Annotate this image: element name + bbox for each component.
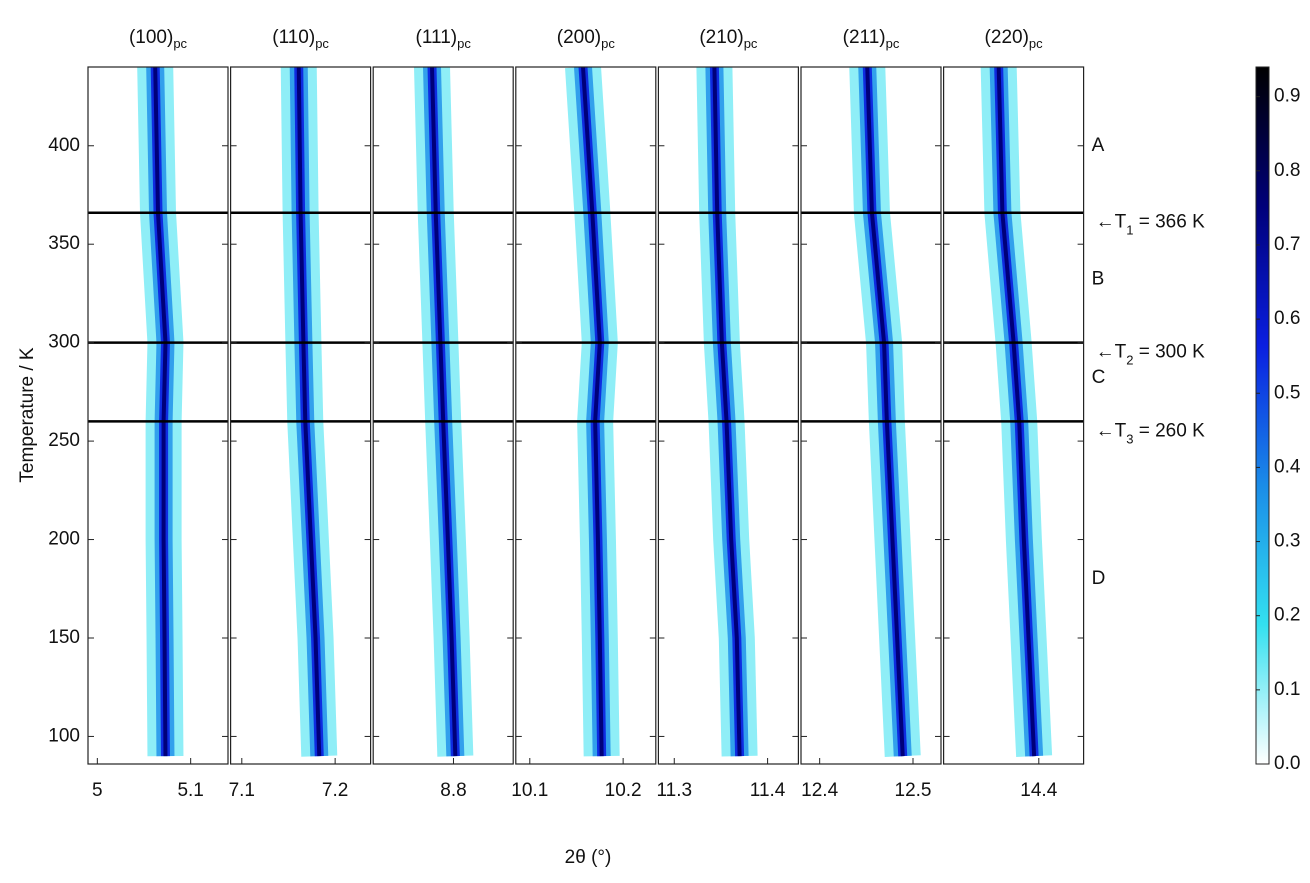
transition-sub: 2 bbox=[1126, 353, 1133, 368]
x-tick-label: 5.1 bbox=[177, 780, 203, 801]
transition-suffix: = 300 K bbox=[1133, 342, 1205, 363]
x-tick-label: 14.4 bbox=[1020, 780, 1057, 801]
panel-title-sub: pc bbox=[886, 36, 900, 51]
panel-title: (111)pc bbox=[416, 27, 472, 51]
panel-frame bbox=[800, 66, 942, 765]
panel-title: (110)pc bbox=[272, 27, 329, 51]
colorbar-tick-label: 0.5 bbox=[1274, 382, 1300, 403]
colorbar-tick-label: 0.1 bbox=[1274, 679, 1300, 700]
panel-title: (100)pc bbox=[129, 27, 188, 51]
colorbar-tick-label: 0.7 bbox=[1274, 234, 1300, 255]
panel-title-main: (100) bbox=[129, 27, 173, 48]
panel bbox=[849, 67, 921, 757]
transition-label: ←T2 = 300 K bbox=[1096, 342, 1205, 368]
y-tick-label: 150 bbox=[48, 627, 80, 648]
transition-suffix: = 366 K bbox=[1133, 212, 1205, 233]
panel-frame bbox=[87, 66, 229, 765]
panel bbox=[696, 67, 758, 757]
x-tick-label: 8.8 bbox=[440, 780, 466, 801]
panel-title-sub: pc bbox=[173, 36, 187, 51]
panel-title-sub: pc bbox=[315, 36, 329, 51]
panel-title-main: (111) bbox=[416, 27, 458, 48]
panel-frame bbox=[942, 66, 1085, 765]
colorbar-tick-label: 0.0 bbox=[1274, 753, 1300, 774]
transition-label: ←T3 = 260 K bbox=[1096, 420, 1205, 446]
transition-label: ←T1 = 366 K bbox=[1096, 212, 1205, 238]
x-tick-label: 10.2 bbox=[605, 780, 642, 801]
panel-title-sub: pc bbox=[601, 36, 615, 51]
panel-title-main: (220) bbox=[985, 27, 1029, 48]
y-tick-label: 300 bbox=[48, 332, 80, 353]
panel-title-main: (200) bbox=[557, 27, 601, 48]
panel-frame bbox=[372, 66, 514, 765]
x-tick-label: 5 bbox=[92, 780, 103, 801]
panel-title-main: (210) bbox=[699, 27, 743, 48]
x-axis-label: 2θ (°) bbox=[565, 847, 612, 868]
region-label: B bbox=[1092, 269, 1105, 290]
panel-frame bbox=[230, 66, 372, 765]
y-tick-label: 350 bbox=[48, 233, 80, 254]
colorbar-tick-label: 0.8 bbox=[1274, 160, 1300, 181]
region-label: D bbox=[1092, 568, 1106, 589]
panel-frame bbox=[657, 66, 800, 765]
colorbar-tick-label: 0.3 bbox=[1274, 531, 1300, 552]
panel-title: (200)pc bbox=[557, 27, 616, 51]
transition-sub: 1 bbox=[1126, 223, 1133, 238]
transition-prefix: ←T bbox=[1096, 342, 1127, 363]
x-tick-label: 11.4 bbox=[750, 780, 786, 801]
x-tick-label: 12.4 bbox=[801, 780, 838, 801]
transition-sub: 3 bbox=[1126, 432, 1133, 447]
y-axis-label: Temperature / K bbox=[17, 347, 38, 482]
x-tick-label: 11.3 bbox=[656, 780, 692, 801]
panel-title-sub: pc bbox=[744, 36, 758, 51]
colorbar-tick-label: 0.9 bbox=[1274, 86, 1300, 107]
x-tick-label: 10.1 bbox=[511, 780, 548, 801]
panel-title-main: (211) bbox=[843, 27, 886, 48]
colorbar-tick-label: 0.4 bbox=[1274, 456, 1301, 477]
panel-frame bbox=[515, 66, 657, 765]
colorbar bbox=[1255, 66, 1270, 765]
panel bbox=[414, 67, 474, 757]
transition-prefix: ←T bbox=[1096, 420, 1127, 441]
x-tick-label: 7.1 bbox=[229, 780, 255, 801]
x-tick-label: 7.2 bbox=[322, 780, 348, 801]
panel-title: (210)pc bbox=[699, 27, 758, 51]
panel bbox=[280, 67, 338, 757]
panel-title-main: (110) bbox=[272, 27, 315, 48]
y-tick-label: 250 bbox=[48, 430, 80, 451]
y-tick-label: 200 bbox=[48, 529, 80, 550]
panel-title-sub: pc bbox=[457, 36, 471, 51]
panel bbox=[137, 67, 184, 757]
region-label: C bbox=[1092, 367, 1106, 388]
panel-title: (211)pc bbox=[843, 27, 900, 51]
transition-prefix: ←T bbox=[1096, 212, 1127, 233]
transition-suffix: = 260 K bbox=[1133, 420, 1205, 441]
panel-title-sub: pc bbox=[1029, 36, 1043, 51]
y-tick-label: 100 bbox=[48, 725, 80, 746]
y-tick-label: 400 bbox=[48, 135, 80, 156]
colorbar-tick-label: 0.6 bbox=[1274, 308, 1300, 329]
colorbar-tick-label: 0.2 bbox=[1274, 605, 1300, 626]
region-label: A bbox=[1092, 135, 1105, 156]
x-tick-label: 12.5 bbox=[895, 780, 932, 801]
panel bbox=[565, 67, 620, 757]
panel-title: (220)pc bbox=[985, 27, 1044, 51]
panel bbox=[980, 67, 1053, 757]
